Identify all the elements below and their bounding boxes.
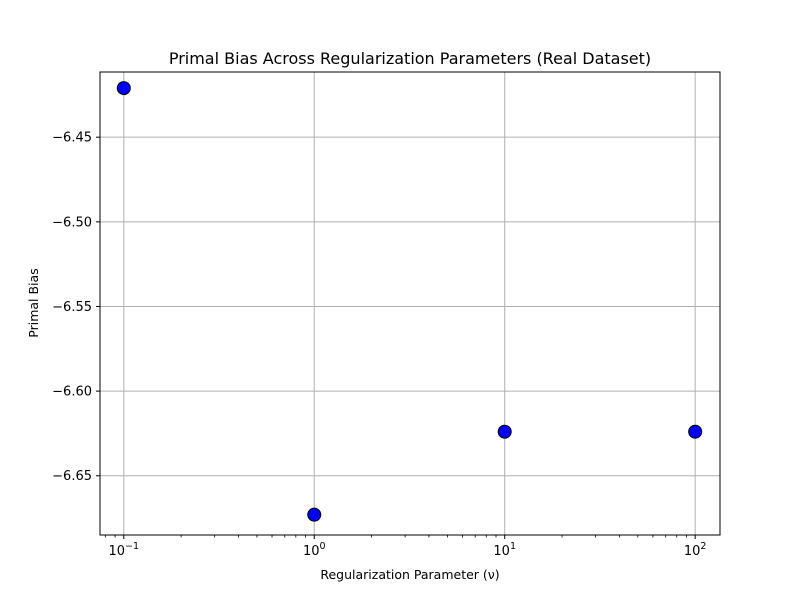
y-tick-label: −6.45 <box>52 131 92 146</box>
data-point <box>116 81 131 96</box>
data-point <box>497 424 512 439</box>
y-tick-label: −6.50 <box>52 215 92 230</box>
x-tick-exponent: 2 <box>700 541 706 552</box>
y-axis-label: Primal Bias <box>26 268 41 337</box>
x-tick-label: 101 <box>493 541 516 559</box>
grid <box>100 72 720 535</box>
y-tick-label: −6.55 <box>52 300 92 315</box>
x-tick-exponent: 1 <box>510 541 516 552</box>
data-points <box>116 81 703 522</box>
plot-frame <box>99 71 721 536</box>
chart-title: Primal Bias Across Regularization Parame… <box>169 49 651 68</box>
x-tick-base: 10 <box>493 544 510 559</box>
x-tick-base: 10 <box>684 544 701 559</box>
data-point <box>688 424 703 439</box>
x-tick-exponent: −1 <box>125 541 139 552</box>
y-tick-label: −6.65 <box>52 469 92 484</box>
data-point <box>307 507 322 522</box>
y-tick-label: −6.60 <box>52 385 92 400</box>
x-tick-label: 102 <box>684 541 707 559</box>
x-tick-label: 10−1 <box>109 541 140 559</box>
x-axis-label: Regularization Parameter (ν) <box>320 567 499 582</box>
x-tick-label: 100 <box>303 541 326 559</box>
x-tick-base: 10 <box>109 544 126 559</box>
x-tick-base: 10 <box>303 544 320 559</box>
x-tick-exponent: 0 <box>320 541 326 552</box>
